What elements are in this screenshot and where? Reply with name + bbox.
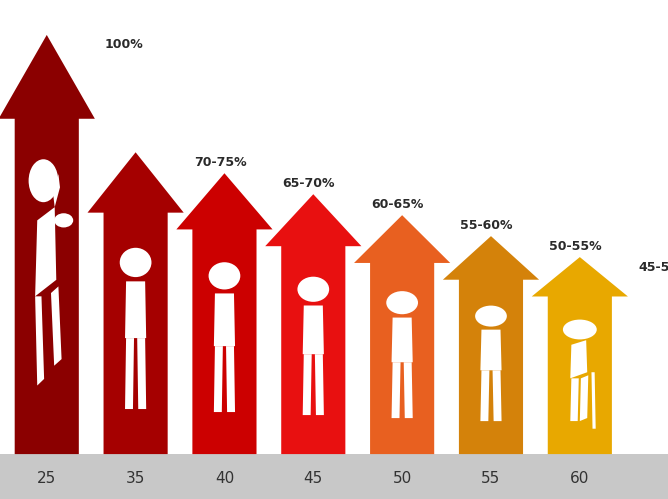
Text: 65-70%: 65-70% — [283, 177, 335, 190]
Polygon shape — [125, 281, 146, 338]
Ellipse shape — [297, 276, 329, 302]
Ellipse shape — [475, 305, 507, 326]
Polygon shape — [88, 152, 184, 454]
Text: 60-65%: 60-65% — [371, 198, 424, 211]
Polygon shape — [137, 338, 146, 409]
Polygon shape — [532, 257, 628, 454]
Polygon shape — [480, 330, 502, 370]
Text: 50: 50 — [393, 471, 411, 487]
Text: 60: 60 — [570, 471, 590, 487]
Polygon shape — [214, 346, 223, 412]
Polygon shape — [354, 215, 450, 454]
Polygon shape — [570, 340, 587, 378]
Bar — [0, 454, 668, 499]
Polygon shape — [570, 378, 578, 421]
Polygon shape — [265, 194, 361, 454]
Polygon shape — [226, 346, 235, 412]
Polygon shape — [35, 207, 56, 296]
Ellipse shape — [29, 159, 58, 202]
Text: 45: 45 — [304, 471, 323, 487]
Text: 100%: 100% — [105, 38, 144, 51]
Ellipse shape — [386, 291, 418, 314]
Polygon shape — [580, 375, 589, 421]
Polygon shape — [35, 296, 44, 386]
Polygon shape — [125, 338, 134, 409]
Polygon shape — [315, 354, 324, 415]
Polygon shape — [403, 362, 413, 418]
Polygon shape — [214, 293, 235, 346]
Polygon shape — [53, 174, 60, 207]
Circle shape — [54, 213, 73, 228]
Polygon shape — [492, 370, 502, 421]
Polygon shape — [51, 286, 61, 366]
Polygon shape — [176, 173, 273, 454]
Text: 40: 40 — [215, 471, 234, 487]
Polygon shape — [391, 362, 401, 418]
Polygon shape — [591, 372, 596, 429]
Text: 45-50%: 45-50% — [638, 260, 668, 273]
Text: 55: 55 — [482, 471, 500, 487]
Text: 55-60%: 55-60% — [460, 219, 513, 232]
Text: 70-75%: 70-75% — [194, 156, 246, 169]
Text: 35: 35 — [126, 471, 146, 487]
Polygon shape — [0, 35, 95, 454]
Polygon shape — [391, 317, 413, 362]
Ellipse shape — [563, 319, 597, 339]
Polygon shape — [480, 370, 490, 421]
Polygon shape — [303, 354, 312, 415]
Text: 25: 25 — [37, 471, 56, 487]
Polygon shape — [303, 305, 324, 354]
Text: 50-55%: 50-55% — [549, 240, 602, 252]
Ellipse shape — [208, 262, 240, 289]
Polygon shape — [443, 236, 539, 454]
Ellipse shape — [120, 248, 152, 277]
